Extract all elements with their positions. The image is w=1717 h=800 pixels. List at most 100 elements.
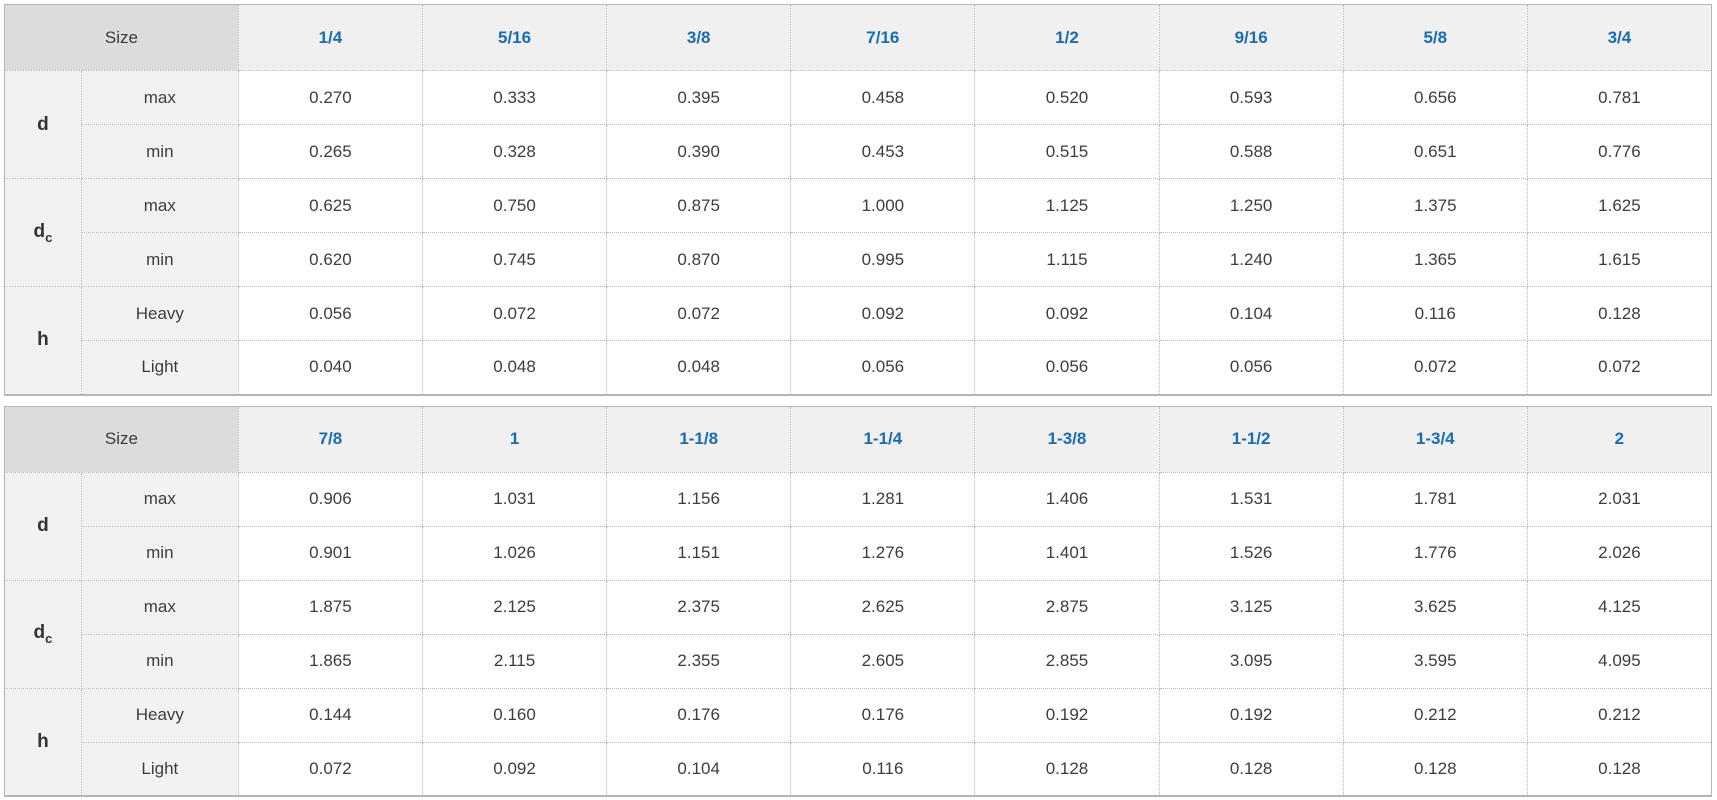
size-corner-cell: Size [4, 4, 239, 71]
value-cell: 0.870 [606, 232, 792, 287]
table-row: min 0.620 0.745 0.870 0.995 1.115 1.240 1.365 1.… [5, 232, 1713, 287]
value-cell: 2.125 [421, 579, 608, 635]
row-group-label: dc [4, 579, 82, 689]
value-cell: 0.781 [1526, 70, 1713, 125]
value-cell: 1.865 [237, 633, 423, 689]
value-cell: 1.026 [421, 525, 608, 581]
value-cell: 0.104 [606, 741, 792, 797]
row-sub-label: Light [80, 741, 239, 797]
row-sub-label: Heavy [80, 687, 239, 743]
value-cell: 0.128 [974, 741, 1160, 797]
value-cell: 0.750 [421, 178, 608, 233]
value-cell: 0.390 [606, 124, 792, 179]
value-cell: 1.276 [790, 525, 976, 581]
size-table-large-sizes: Size 7/8 1 1-1/8 1-1/4 1-3/8 1-1/2 1-3/4 2 d max 0.… [4, 405, 1713, 797]
value-cell: 0.906 [237, 471, 423, 527]
header-row: Size 1/4 5/16 3/8 7/16 1/2 9/16 5/8 3/4 [4, 4, 1713, 71]
value-cell: 1.125 [974, 178, 1160, 233]
value-cell: 0.776 [1526, 124, 1713, 179]
value-cell: 0.651 [1342, 124, 1528, 179]
table-row: dc max 1.875 2.125 2.375 2.625 2.875 3.125 3.625… [4, 579, 1713, 689]
row-group-symbol: h [37, 730, 49, 752]
value-cell: 1.115 [974, 232, 1160, 287]
value-cell: 0.128 [1526, 741, 1713, 797]
table-row: h Heavy 0.144 0.160 0.176 0.176 0.192 0.192 0.21… [4, 687, 1713, 797]
value-cell: 0.056 [1158, 340, 1344, 395]
row-sub-label: max [80, 178, 239, 233]
value-cell: 1.401 [974, 525, 1160, 581]
value-cell: 0.453 [790, 124, 976, 179]
value-cell: 0.092 [790, 286, 976, 341]
value-cell: 2.031 [1526, 471, 1713, 527]
value-cell: 0.048 [606, 340, 792, 395]
row-sub-label: max [80, 471, 239, 527]
row-group-subscript: c [45, 229, 53, 245]
value-cell: 0.995 [790, 232, 976, 287]
value-cell: 0.212 [1342, 687, 1528, 743]
row-group-symbol: d [37, 113, 49, 135]
row-group-label: dc [4, 178, 82, 287]
value-cell: 1.531 [1158, 471, 1344, 527]
value-cell: 2.855 [974, 633, 1160, 689]
size-column-header: 5/8 [1342, 4, 1528, 71]
size-column-header: 1/4 [237, 4, 423, 71]
value-cell: 0.745 [421, 232, 608, 287]
row-sub-label: max [80, 70, 239, 125]
row-sub-label: min [80, 124, 239, 179]
value-cell: 2.875 [974, 579, 1160, 635]
header-row: Size 7/8 1 1-1/8 1-1/4 1-3/8 1-1/2 1-3/4 2 [4, 405, 1713, 473]
size-column-header: 7/16 [790, 4, 976, 71]
table-row: h Heavy 0.056 0.072 0.072 0.092 0.092 0.104 0.11… [4, 286, 1713, 395]
value-cell: 1.375 [1342, 178, 1528, 233]
value-cell: 0.092 [974, 286, 1160, 341]
value-cell: 1.031 [421, 471, 608, 527]
value-cell: 0.265 [237, 124, 423, 179]
value-cell: 2.026 [1526, 525, 1713, 581]
row-group-symbol: h [37, 329, 49, 351]
value-cell: 0.040 [237, 340, 423, 395]
size-column-header: 9/16 [1158, 4, 1344, 71]
row-sub-label: min [80, 232, 239, 287]
value-cell: 0.395 [606, 70, 792, 125]
row-group-label: h [4, 286, 82, 395]
value-cell: 0.901 [237, 525, 423, 581]
value-cell: 2.375 [606, 579, 792, 635]
size-column-header: 5/16 [421, 4, 608, 71]
value-cell: 0.176 [606, 687, 792, 743]
value-cell: 2.625 [790, 579, 976, 635]
value-cell: 0.192 [1158, 687, 1344, 743]
table-row: d max 0.906 1.031 1.156 1.281 1.406 1.531 1.781 2… [4, 471, 1713, 581]
row-group-label: h [4, 687, 82, 797]
value-cell: 3.595 [1342, 633, 1528, 689]
value-cell: 0.212 [1526, 687, 1713, 743]
value-cell: 0.072 [421, 286, 608, 341]
table-row: d max 0.270 0.333 0.395 0.458 0.520 0.593 0.656 0… [4, 70, 1713, 179]
row-group-symbol: d [37, 515, 49, 536]
value-cell: 1.000 [790, 178, 976, 233]
value-cell: 0.056 [790, 340, 976, 395]
row-group-subscript: c [45, 630, 53, 646]
value-cell: 1.281 [790, 471, 976, 527]
value-cell: 3.125 [1158, 579, 1344, 635]
value-cell: 0.128 [1526, 286, 1713, 341]
value-cell: 0.072 [1342, 340, 1528, 395]
value-cell: 0.072 [1526, 340, 1713, 395]
row-group-symbol: d [33, 220, 46, 242]
value-cell: 0.515 [974, 124, 1160, 179]
row-group-label: d [4, 70, 82, 179]
value-cell: 0.056 [974, 340, 1160, 395]
value-cell: 3.095 [1158, 633, 1344, 689]
value-cell: 0.625 [237, 178, 423, 233]
row-group-symbol: d [33, 622, 46, 644]
row-group-label: d [4, 471, 82, 581]
size-column-header: 2 [1526, 405, 1713, 473]
size-column-header: 1-1/8 [606, 405, 792, 473]
value-cell: 1.625 [1526, 178, 1713, 233]
value-cell: 0.104 [1158, 286, 1344, 341]
value-cell: 1.526 [1158, 525, 1344, 581]
row-sub-label: min [80, 525, 239, 581]
size-column-header: 3/8 [606, 4, 792, 71]
row-sub-label: max [80, 579, 239, 635]
row-sub-label: Heavy [80, 286, 239, 341]
value-cell: 1.875 [237, 579, 423, 635]
